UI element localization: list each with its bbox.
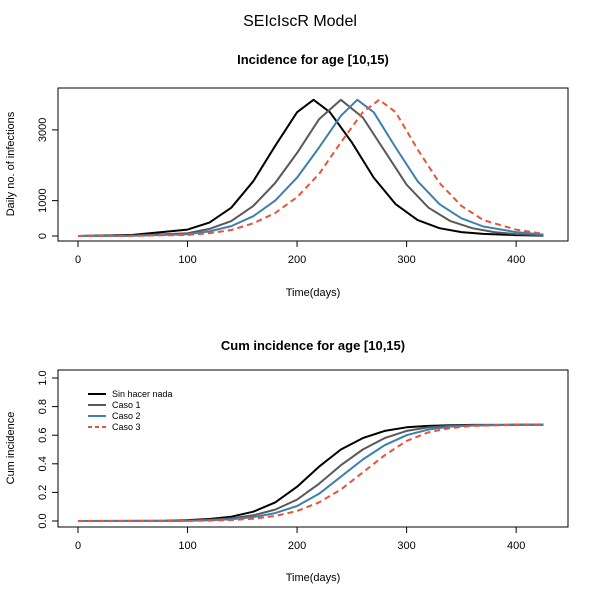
cum-incidence-y-ticks: 0.0 0.2 0.4 0.6 0.8 1.0 <box>37 370 58 529</box>
incidence-x-tick-label-2: 200 <box>288 254 306 266</box>
cum-incidence-y-tick-label-5: 1.0 <box>37 370 49 385</box>
cum-incidence-y-axis-label: Cum incidence <box>5 412 17 485</box>
cum-incidence-x-ticks: 0 100 200 300 400 <box>75 527 525 552</box>
incidence-series-3-line <box>77 98 544 237</box>
incidence-x-ticks: 0 100 200 300 400 <box>75 241 525 266</box>
main-title: SEIcIscR Model <box>243 13 357 30</box>
cum-incidence-series-layer <box>77 423 544 522</box>
cum-incidence-legend-label-1: Caso 1 <box>112 400 141 410</box>
cum-incidence-x-tick-label-4: 400 <box>507 540 525 552</box>
cum-incidence-x-tick-label-1: 100 <box>178 540 196 552</box>
cum-incidence-series-3-line <box>78 423 544 522</box>
incidence-x-tick-label-0: 0 <box>75 254 81 266</box>
cum-incidence-legend-label-3: Caso 3 <box>112 422 141 432</box>
incidence-series-layer <box>77 98 544 237</box>
cum-incidence-y-tick-label-3: 0.6 <box>37 428 49 443</box>
incidence-series-2-line <box>77 98 544 237</box>
incidence-panel-title: Incidence for age [10,15) <box>237 52 389 67</box>
cum-incidence-legend-label-0: Sin hacer nada <box>112 389 173 399</box>
incidence-series-1-line <box>77 98 544 237</box>
incidence-y-tick-label-2: 3000 <box>37 118 49 142</box>
cum-incidence-y-tick-label-1: 0.2 <box>37 485 49 500</box>
cum-incidence-x-tick-label-3: 300 <box>397 540 415 552</box>
cum-incidence-y-tick-label-4: 0.8 <box>37 399 49 414</box>
cum-incidence-panel-title: Cum incidence for age [10,15) <box>221 338 405 353</box>
cum-incidence-series-2-line <box>77 423 544 522</box>
cum-incidence-plot-frame <box>57 369 569 528</box>
incidence-series-0-line <box>77 98 544 237</box>
incidence-panel: Incidence for age [10,15) 0 100 200 300 400 … <box>5 52 569 299</box>
cum-incidence-y-tick-label-0: 0.0 <box>37 513 49 528</box>
cum-incidence-y-tick-label-2: 0.4 <box>37 456 49 471</box>
incidence-x-axis-label: Time(days) <box>286 287 341 299</box>
incidence-y-tick-label-0: 0 <box>37 233 49 239</box>
incidence-x-tick-label-3: 300 <box>397 254 415 266</box>
incidence-x-tick-label-1: 100 <box>178 254 196 266</box>
incidence-y-tick-label-1: 1000 <box>37 188 49 212</box>
cum-incidence-x-tick-label-2: 200 <box>288 540 306 552</box>
incidence-y-axis-label: Daily no. of infections <box>5 111 17 216</box>
incidence-x-tick-label-4: 400 <box>507 254 525 266</box>
cum-incidence-x-axis-label: Time(days) <box>286 572 341 584</box>
cum-incidence-legend-label-2: Caso 2 <box>112 411 141 421</box>
incidence-y-ticks: 0 1000 3000 <box>37 118 58 239</box>
cum-incidence-panel: Cum incidence for age [10,15) 0 100 200 300… <box>5 338 569 584</box>
cum-incidence-x-tick-label-0: 0 <box>75 540 81 552</box>
incidence-plot-frame <box>57 87 569 242</box>
